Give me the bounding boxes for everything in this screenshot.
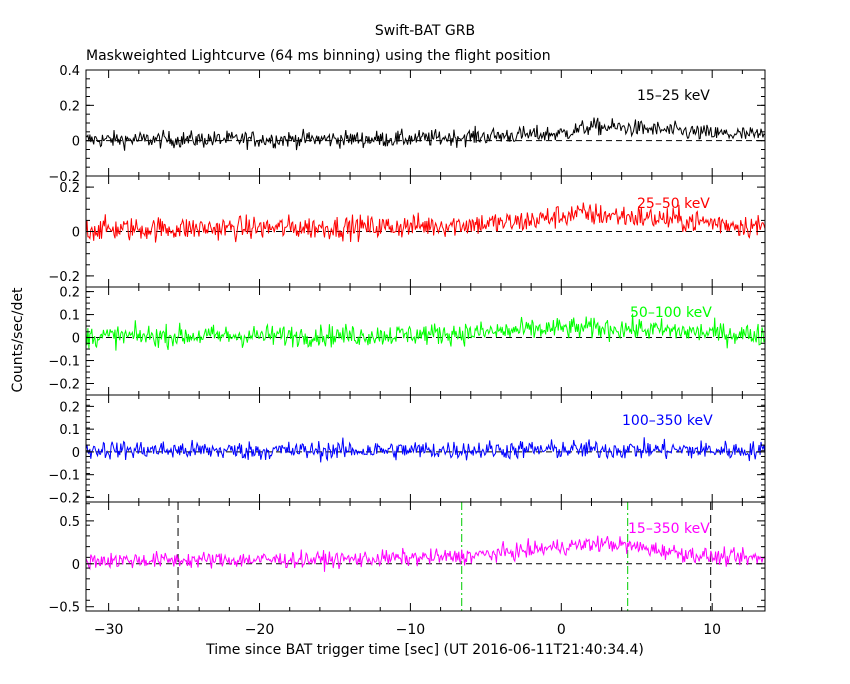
- y-tick-label: 0.2: [59, 99, 80, 114]
- band-label: 50–100 keV: [630, 305, 712, 321]
- band-label: 15–25 keV: [637, 88, 710, 104]
- series-line-1: [85, 117, 766, 151]
- y-tick-label: −0.1: [48, 469, 80, 484]
- band-label: 25–50 keV: [637, 196, 710, 212]
- series-line-3: [85, 313, 766, 351]
- y-tick-label: 0: [72, 446, 80, 461]
- band-label: 100–350 keV: [622, 413, 713, 429]
- panel-3: −0.2 −0.1 0 0.1 0.2 50–100 keV: [48, 286, 766, 396]
- x-tick-label: 0: [557, 622, 566, 638]
- panels-group: −0.200.20.415–25 keV−0.200.225–50 keV−0.…: [48, 64, 766, 638]
- y-tick-label: −0.1: [48, 355, 80, 370]
- y-axis-label: Counts/sec/det: [10, 287, 26, 392]
- y-tick-label: 0.5: [59, 515, 80, 530]
- chart-title: Swift-BAT GRB: [375, 23, 475, 39]
- x-tick-label: 10: [703, 622, 721, 638]
- y-tick-label: −0.2: [48, 170, 80, 185]
- y-tick-label: −0.2: [48, 491, 80, 506]
- panel-4: −0.2 −0.1 0 0.1 0.2 100–350 keV: [48, 394, 766, 506]
- y-tick-label: 0.2: [59, 400, 80, 415]
- band-label: 15–350 keV: [628, 521, 710, 537]
- chart-subtitle: Maskweighted Lightcurve (64 ms binning) …: [86, 48, 551, 64]
- y-tick-label: 0.2: [59, 181, 80, 196]
- series-line-5: [85, 535, 766, 572]
- panel-5: −0.5 0 0.5 15–350 keV: [48, 501, 766, 616]
- y-tick-label: 0: [72, 226, 80, 241]
- x-axis-label: Time since BAT trigger time [sec] (UT 20…: [205, 642, 644, 658]
- y-tick-label: −0.2: [48, 378, 80, 393]
- panel-1: −0.2 0 0.2 0.4 15–25 keV: [48, 64, 766, 185]
- y-tick-label: −0.2: [48, 270, 80, 285]
- panel-frame: [85, 501, 766, 612]
- y-tick-label: 0: [72, 135, 80, 150]
- y-tick-label: 0.4: [59, 64, 80, 79]
- y-tick-label: 0.2: [59, 286, 80, 301]
- y-tick-label: 0: [72, 332, 80, 347]
- panel-frame: [85, 69, 766, 177]
- x-tick-label: −20: [245, 622, 275, 638]
- panel-2: −0.2 0 0.2 25–50 keV: [48, 175, 766, 288]
- x-tick-label: −30: [94, 622, 124, 638]
- x-tick-label: −10: [396, 622, 426, 638]
- series-line-2: [85, 202, 766, 243]
- y-tick-label: 0.1: [59, 309, 80, 324]
- series-line-4: [85, 437, 766, 463]
- y-tick-label: 0.1: [59, 423, 80, 438]
- y-tick-label: −0.5: [48, 601, 80, 616]
- y-tick-label: 0: [72, 558, 80, 573]
